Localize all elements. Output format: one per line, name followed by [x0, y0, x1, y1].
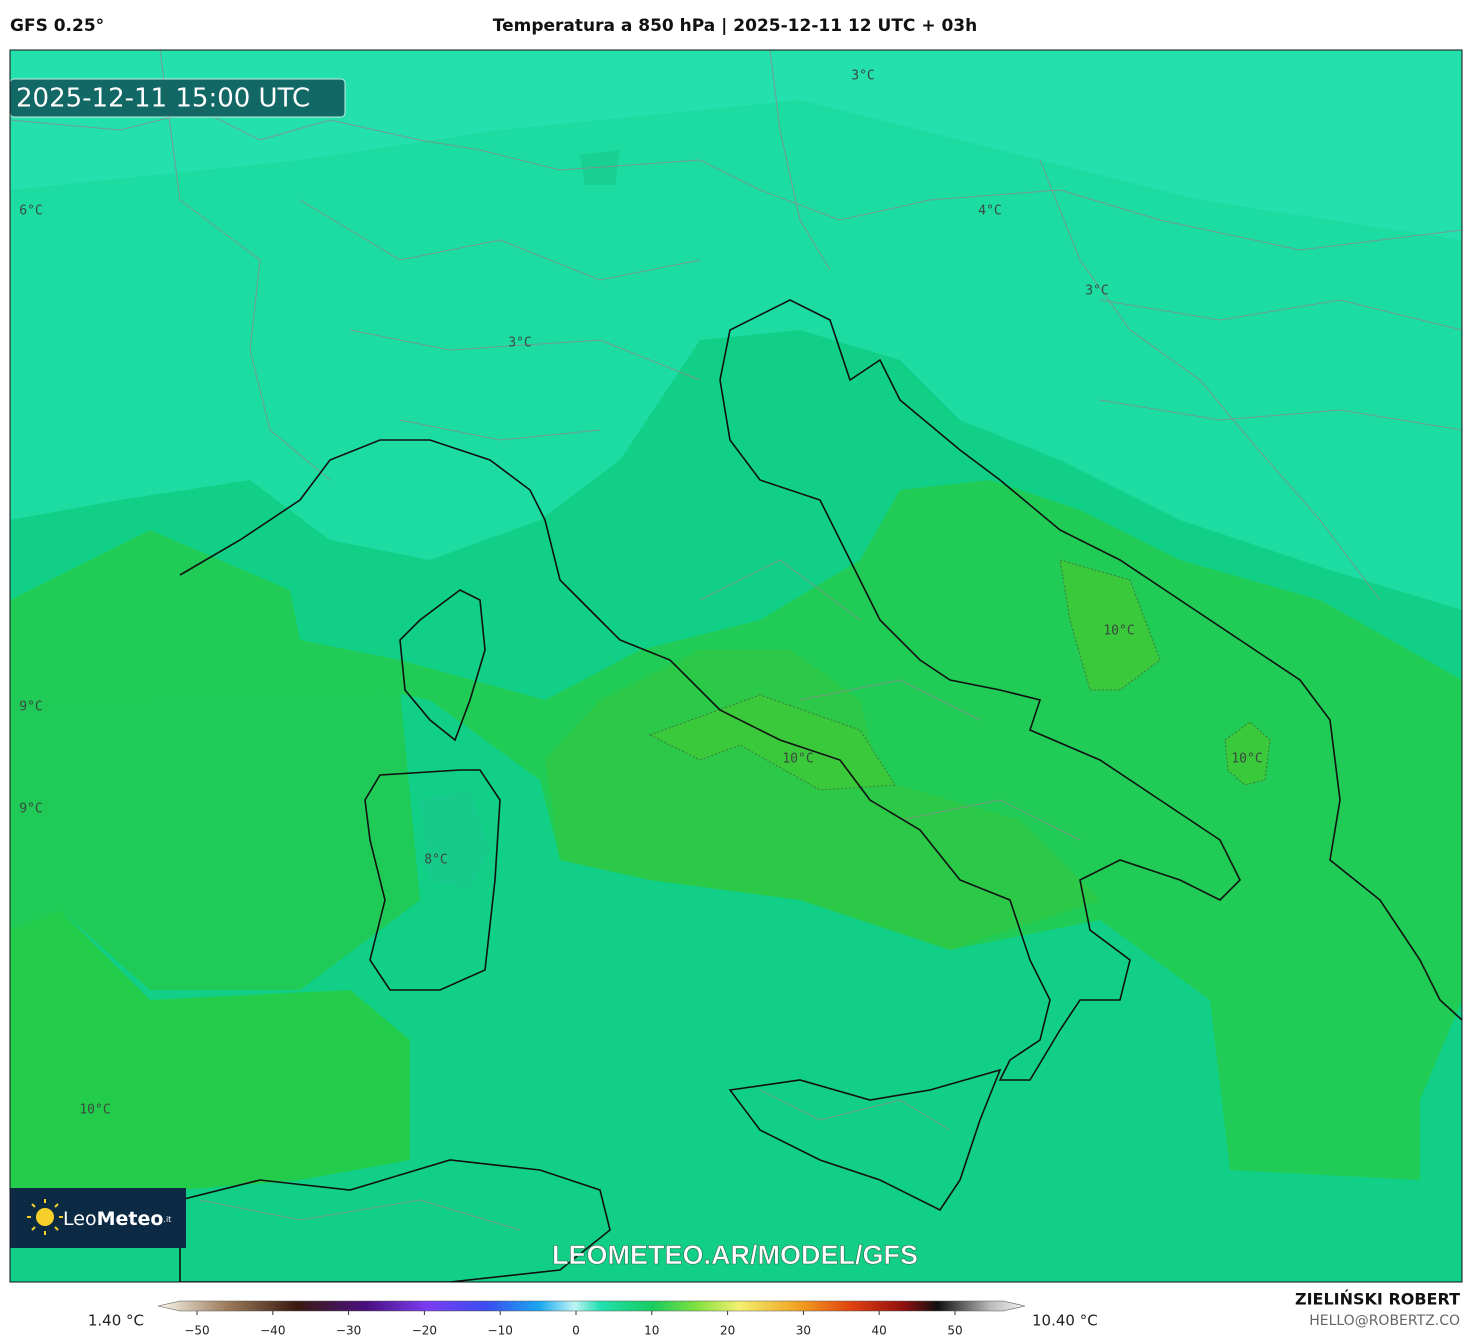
valid-time: 2025-12-11 15:00 UTC [16, 84, 310, 114]
logo-text: LeoMeteo.it [63, 1208, 171, 1230]
legend-max: 10.40 °C [1032, 1312, 1098, 1330]
colorbar-tick-label: −40 [260, 1324, 285, 1338]
borders [10, 50, 1462, 1231]
cold-field [10, 50, 1462, 240]
warm-core [648, 694, 896, 791]
contour-label: 10°C [1103, 624, 1134, 639]
email: HELLO@ROBERTZ.CO [1309, 1313, 1460, 1329]
colorbar-tick-label: 50 [947, 1324, 962, 1338]
colorbar-tick-label: 10 [644, 1324, 659, 1338]
coastlines [179, 299, 1462, 1282]
warm-core [1059, 559, 1161, 691]
warm-field [10, 910, 410, 1200]
map-frame [9, 49, 1463, 1283]
map-area: 3°C 6°C 4°C 3°C 3°C 10°C 10°C 10°C 9°C 9… [10, 50, 1462, 1282]
colorbar-tick-label: 20 [720, 1324, 735, 1338]
model-label: GFS 0.25° [10, 16, 104, 36]
colorbar [157, 1300, 1026, 1312]
contour-label: 3°C [508, 336, 531, 351]
watermark: LEOMETEO.AR/MODEL/GFS [552, 1240, 918, 1270]
warm-field [10, 690, 420, 990]
map-title: Temperatura a 850 hPa | 2025-12-11 12 UT… [493, 16, 978, 36]
contour-label: 10°C [782, 752, 813, 767]
colorbar-tick-label: 0 [572, 1324, 580, 1338]
contour-label: 9°C [19, 802, 42, 817]
logo-bold: Meteo [97, 1208, 164, 1230]
logo-sun [36, 1208, 54, 1226]
time-badge [10, 78, 346, 118]
warm-core [1224, 721, 1271, 786]
colorbar-tick-label: −30 [336, 1324, 361, 1338]
contour-label: 3°C [851, 69, 874, 84]
legend-min: 1.40 °C [88, 1312, 144, 1330]
colorbar-tick-label: −50 [184, 1324, 209, 1338]
logo-light: Leo [63, 1208, 97, 1230]
contour-label: 9°C [19, 700, 42, 715]
logo-rays [27, 1199, 63, 1235]
colorbar-tick-label: −20 [412, 1324, 437, 1338]
author: ZIELIŃSKI ROBERT [1295, 1290, 1460, 1309]
contour-label: 8°C [424, 853, 447, 868]
colorbar-tick-label: −10 [488, 1324, 513, 1338]
colorbar-tick-label: 30 [796, 1324, 811, 1338]
contour-label: 6°C [19, 204, 42, 219]
logo-suffix: .it [163, 1215, 171, 1224]
colorbar-ticks: −50 −40 −30 −20 −10 0 10 20 30 40 50 [184, 1311, 963, 1338]
contour-label: 3°C [1085, 284, 1108, 299]
cold-field [10, 50, 1462, 610]
contour-label: 10°C [1231, 752, 1262, 767]
contour-label: 10°C [79, 1103, 110, 1118]
cool-patch [420, 790, 490, 890]
contour-label: 4°C [978, 204, 1001, 219]
colorbar-tick-label: 40 [872, 1324, 887, 1338]
